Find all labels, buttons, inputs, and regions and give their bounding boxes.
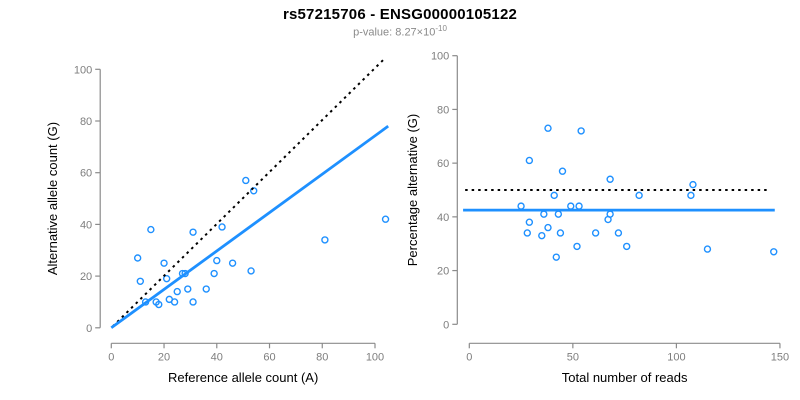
data-point	[525, 218, 534, 226]
data-points	[133, 176, 390, 309]
data-point	[622, 242, 631, 251]
data-point	[614, 229, 623, 237]
data-point	[155, 300, 163, 309]
x-tick-label: 100	[366, 351, 384, 363]
x-axis: 0 20 40 60 80 100	[108, 342, 384, 363]
data-point	[242, 176, 250, 185]
data-point	[558, 167, 567, 175]
y-axis-title: Percentage alternative (G)	[405, 114, 420, 266]
y-tick-label: 40	[437, 212, 449, 224]
data-point	[556, 229, 565, 237]
data-point	[635, 191, 643, 200]
x-tick-label: 60	[263, 351, 275, 363]
y-tick-label: 20	[80, 271, 92, 283]
data-point	[591, 229, 600, 237]
x-axis-title: Reference allele count (A)	[168, 370, 318, 385]
data-point	[703, 245, 712, 253]
data-point	[550, 191, 558, 200]
data-point	[228, 259, 237, 267]
data-point	[525, 156, 534, 165]
data-point	[162, 274, 171, 283]
data-point	[544, 124, 552, 132]
data-point	[770, 248, 778, 256]
data-point	[687, 191, 695, 200]
data-point	[538, 231, 546, 240]
p-value-subtitle: p-value: 8.27×10-10	[0, 24, 800, 39]
data-point	[575, 202, 583, 210]
data-point	[189, 298, 197, 306]
data-point	[573, 242, 581, 251]
data-point	[218, 223, 226, 231]
regression-line	[110, 125, 390, 329]
data-point	[577, 127, 585, 135]
y-tick-label: 80	[437, 104, 449, 116]
data-point	[173, 287, 181, 296]
data-point	[202, 285, 210, 293]
data-point	[689, 180, 697, 189]
x-tick-label: 0	[466, 351, 472, 363]
data-point	[606, 210, 614, 218]
data-point	[213, 256, 221, 265]
x-tick-label: 100	[667, 351, 685, 363]
y-tick-label: 60	[437, 158, 449, 170]
x-tick-label: 50	[567, 351, 579, 363]
data-point	[552, 253, 560, 261]
data-point	[381, 215, 390, 223]
x-axis: 0 50 100 150	[466, 342, 789, 363]
data-point	[136, 277, 145, 285]
y-axis-title: Alternative allele count (G)	[45, 122, 60, 275]
y-tick-label: 20	[437, 266, 449, 278]
p-value-exponent: -10	[435, 24, 447, 33]
data-point	[189, 228, 197, 236]
data-point	[160, 259, 168, 267]
identity-line	[111, 56, 387, 328]
data-point	[606, 175, 614, 183]
x-tick-label: 20	[158, 351, 170, 363]
data-point	[321, 236, 329, 244]
y-tick-label: 0	[86, 323, 92, 335]
data-point	[170, 298, 179, 306]
data-points	[517, 124, 778, 261]
y-tick-label: 100	[431, 51, 449, 63]
data-point	[544, 223, 552, 232]
x-tick-label: 80	[316, 351, 328, 363]
y-axis: 0 20 40 60 80 100	[431, 51, 458, 331]
data-point	[523, 229, 531, 237]
x-tick-label: 150	[771, 351, 789, 363]
data-point	[184, 285, 192, 293]
data-point	[554, 210, 563, 218]
p-value-text: p-value: 8.27×10	[353, 26, 436, 39]
y-tick-label: 40	[80, 219, 92, 231]
data-point	[247, 267, 255, 275]
y-tick-label: 80	[80, 116, 92, 128]
x-tick-label: 0	[108, 351, 114, 363]
y-tick-label: 60	[80, 168, 92, 180]
page-title: rs57215706 - ENSG00000105122	[282, 6, 518, 23]
y-tick-label: 0	[443, 319, 449, 331]
y-tick-label: 100	[74, 64, 92, 76]
data-point	[210, 269, 218, 278]
data-point	[147, 225, 155, 234]
y-axis: 0 20 40 60 80 100	[74, 64, 101, 335]
data-point	[517, 202, 525, 210]
data-point	[249, 187, 258, 195]
data-point	[133, 254, 142, 262]
x-tick-label: 40	[211, 351, 223, 363]
data-point	[567, 202, 575, 210]
data-point	[540, 210, 548, 218]
x-axis-title: Total number of reads	[562, 370, 688, 385]
